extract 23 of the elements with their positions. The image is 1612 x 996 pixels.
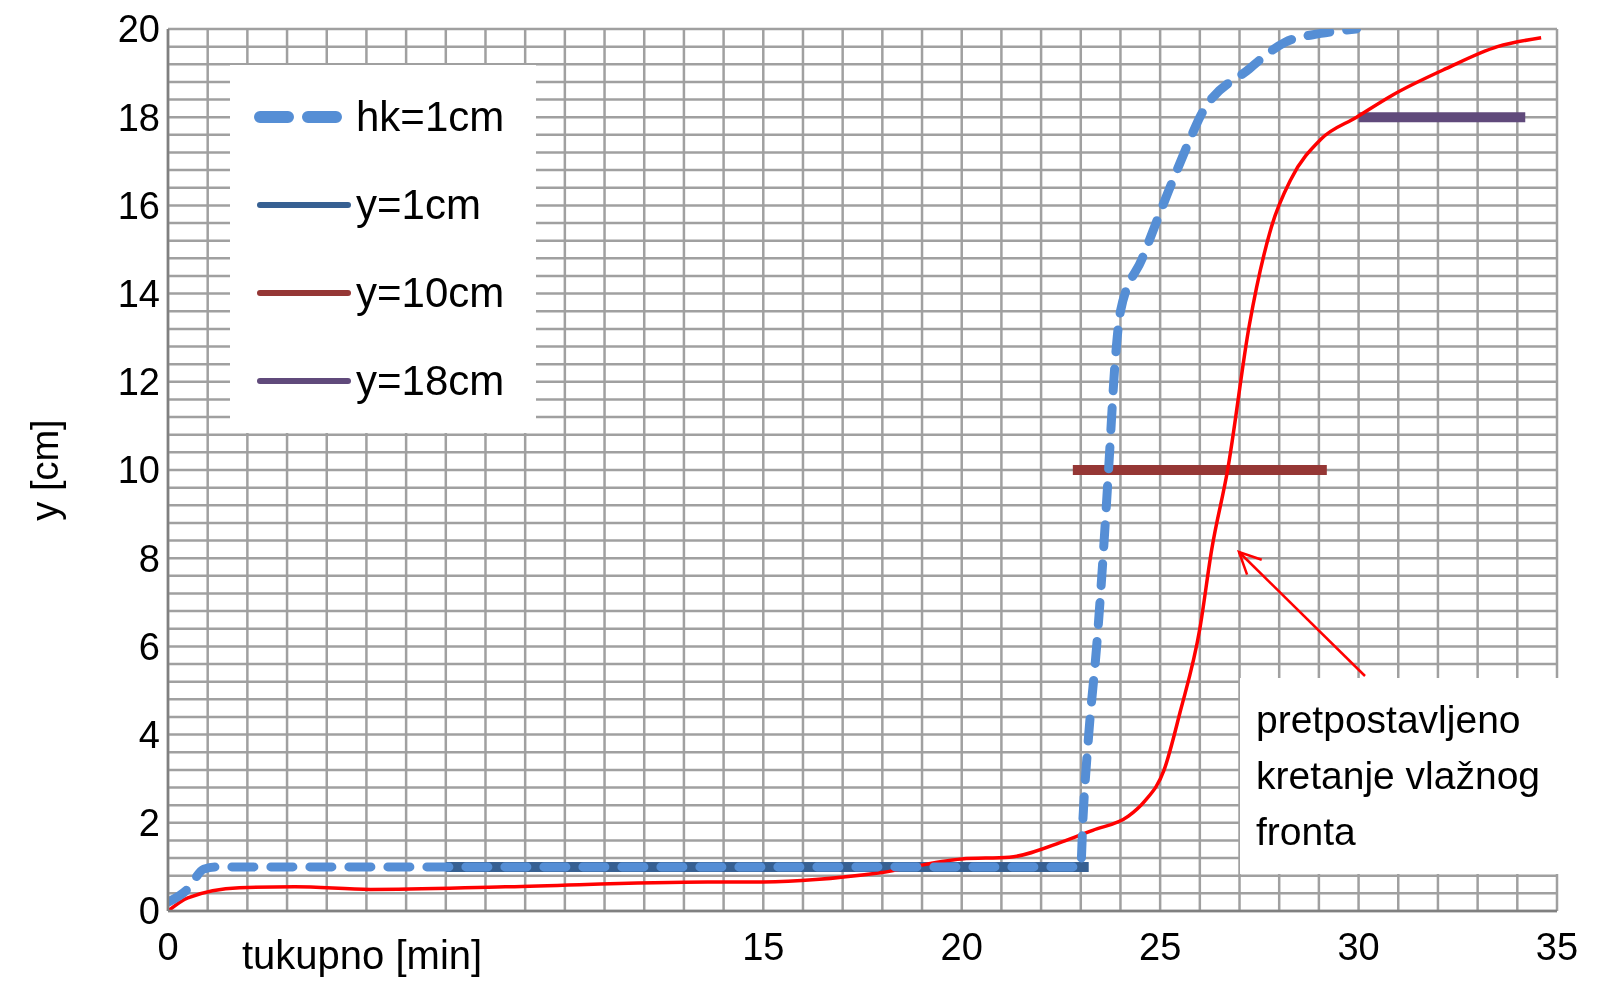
x-tick-label: 20 xyxy=(940,925,983,968)
legend-label: y=1cm xyxy=(356,181,481,229)
legend-label: y=10cm xyxy=(356,269,505,317)
y-tick-label: 0 xyxy=(138,890,160,933)
y-tick-label: 14 xyxy=(117,273,160,316)
y-tick-label: 4 xyxy=(138,714,160,757)
y-tick-label: 18 xyxy=(117,96,160,139)
y-tick-label: 10 xyxy=(117,449,160,492)
y-tick-label: 20 xyxy=(117,8,160,51)
y-tick-label: 12 xyxy=(117,361,160,404)
x-tick-label: 30 xyxy=(1337,925,1380,968)
y-tick-label: 8 xyxy=(138,537,160,580)
annotation: pretpostavljeno kretanje vlažnog fronta xyxy=(1240,678,1612,874)
y-tick-label: 6 xyxy=(138,625,160,668)
x-tick-label: 25 xyxy=(1139,925,1182,968)
y-axis-title: y [cm] xyxy=(24,419,66,521)
legend-label: y=18cm xyxy=(356,357,505,405)
x-tick-label: 15 xyxy=(742,925,785,968)
x-axis-title: tukupno [min] xyxy=(242,933,483,977)
y-tick-label: 2 xyxy=(138,802,160,845)
x-tick-label: 35 xyxy=(1535,925,1579,968)
legend-label: hk=1cm xyxy=(356,93,505,141)
y-tick-label: 16 xyxy=(117,184,160,227)
